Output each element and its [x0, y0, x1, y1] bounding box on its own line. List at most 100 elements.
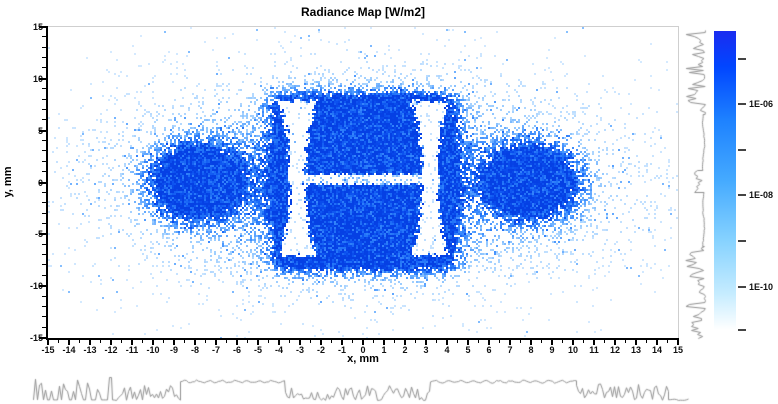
- x-axis-line: [46, 338, 679, 340]
- x-tick-label: -1: [337, 345, 347, 355]
- y-tick: [42, 98, 46, 100]
- x-tick: [614, 340, 616, 345]
- x-tick: [163, 340, 164, 343]
- y-tick: [42, 295, 46, 297]
- y-tick: [42, 171, 46, 173]
- x-tick-label: 14: [651, 345, 663, 355]
- x-tick: [373, 340, 374, 343]
- x-tick: [341, 340, 343, 345]
- x-tick-label: -15: [41, 345, 55, 355]
- y-tick: [42, 316, 46, 318]
- colorbar-tick-label: 1E-08: [749, 190, 774, 201]
- y-axis-title: y, mm: [2, 166, 14, 198]
- x-tick-label: -9: [169, 345, 179, 355]
- x-tick-label: 5: [465, 345, 471, 355]
- y-tick-label: 15: [32, 22, 43, 32]
- y-tick: [42, 243, 46, 245]
- y-tick: [42, 202, 46, 204]
- x-tick-label: 13: [630, 345, 642, 355]
- y-tick: [39, 181, 46, 184]
- x-tick: [467, 340, 469, 345]
- y-tick: [39, 337, 46, 339]
- x-tick: [362, 340, 364, 345]
- x-tick-label: 8: [528, 345, 534, 355]
- x-tick: [572, 340, 574, 345]
- y-tick: [42, 119, 46, 121]
- x-tick: [488, 340, 490, 345]
- x-tick: [236, 340, 238, 345]
- x-tick: [47, 340, 49, 345]
- y-tick: [39, 26, 46, 28]
- x-tick: [299, 340, 301, 345]
- y-tick: [42, 254, 46, 256]
- y-tick: [42, 326, 46, 328]
- y-tick: [39, 285, 46, 288]
- x-tick: [541, 340, 542, 343]
- x-tick: [667, 340, 668, 343]
- x-tick: [530, 340, 532, 345]
- y-tick: [42, 36, 46, 38]
- x-tick: [656, 340, 658, 345]
- y-tick: [42, 274, 46, 276]
- y-axis-line: [46, 26, 48, 340]
- x-tick: [121, 340, 122, 343]
- colorbar-tick: [738, 57, 746, 60]
- x-tick: [194, 340, 196, 345]
- x-tick: [677, 340, 679, 345]
- x-tick: [604, 340, 605, 343]
- x-tick-label: -6: [232, 345, 242, 355]
- x-tick: [520, 340, 521, 343]
- y-tick: [42, 140, 46, 142]
- x-tick: [278, 340, 280, 345]
- x-tick-label: -14: [62, 345, 76, 355]
- y-tick: [42, 108, 46, 110]
- y-tick-label: -15: [29, 333, 43, 343]
- x-tick-label: -3: [295, 345, 305, 355]
- x-tick-label: 4: [444, 345, 450, 355]
- colorbar-tick: [738, 240, 746, 243]
- x-tick: [404, 340, 406, 345]
- x-tick: [58, 340, 59, 343]
- y-tick: [42, 46, 46, 48]
- x-tick: [331, 340, 332, 343]
- x-tick: [635, 340, 637, 345]
- x-tick: [509, 340, 511, 345]
- y-tick: [42, 67, 46, 69]
- x-tick-label: 9: [549, 345, 555, 355]
- x-tick-label: 2: [402, 345, 408, 355]
- y-tick: [42, 212, 46, 214]
- y-tick: [42, 264, 46, 266]
- bottom-marginal-profile-plot: [30, 370, 690, 403]
- x-tick-label: -5: [253, 345, 263, 355]
- x-tick: [551, 340, 553, 345]
- y-tick: [42, 191, 46, 193]
- x-tick: [320, 340, 322, 345]
- x-tick: [383, 340, 385, 345]
- colorbar-tick: [738, 329, 746, 331]
- x-tick: [446, 340, 448, 345]
- x-tick: [205, 340, 206, 343]
- colorbar-tick: [738, 194, 746, 197]
- x-tick: [89, 340, 91, 345]
- x-tick: [436, 340, 437, 343]
- x-tick: [425, 340, 427, 345]
- colorbar-gradient: [714, 31, 736, 330]
- x-tick: [562, 340, 563, 343]
- x-tick: [646, 340, 647, 343]
- x-tick-label: 6: [486, 345, 492, 355]
- x-tick: [100, 340, 101, 343]
- x-tick-label: 3: [423, 345, 429, 355]
- x-tick-label: -11: [125, 345, 139, 355]
- y-tick: [42, 150, 46, 152]
- y-tick: [39, 233, 46, 236]
- x-tick-label: -4: [274, 345, 284, 355]
- plot-border-top: [48, 26, 679, 27]
- x-tick-label: 15: [672, 345, 684, 355]
- x-tick: [79, 340, 80, 343]
- x-tick: [184, 340, 185, 343]
- x-tick: [352, 340, 353, 343]
- y-tick: [42, 57, 46, 59]
- x-tick-label: 1: [381, 345, 387, 355]
- x-tick-label: -12: [104, 345, 118, 355]
